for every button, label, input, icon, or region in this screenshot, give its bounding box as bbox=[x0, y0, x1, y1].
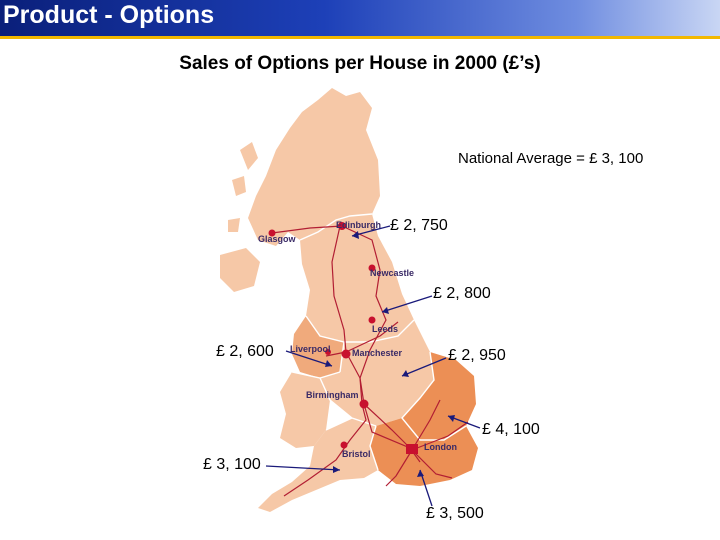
region-wales bbox=[280, 372, 330, 448]
value-south-west: £ 3, 100 bbox=[203, 456, 261, 473]
city-bristol: Bristol bbox=[342, 449, 371, 459]
region-south-west bbox=[258, 418, 378, 512]
region-scotland bbox=[248, 88, 380, 246]
leader-lines bbox=[265, 225, 481, 507]
region-east-anglia bbox=[402, 352, 476, 440]
value-south-east: £ 3, 500 bbox=[426, 505, 484, 522]
region-midlands bbox=[320, 320, 434, 426]
leader-arrowheads bbox=[325, 231, 455, 477]
value-north-east: £ 2, 800 bbox=[433, 285, 491, 302]
city-leeds: Leeds bbox=[372, 324, 398, 334]
road-network bbox=[271, 225, 469, 497]
city-edinburgh: Edinburgh bbox=[336, 220, 381, 230]
region-north-west bbox=[292, 316, 344, 378]
page-title: Product - Options bbox=[3, 1, 215, 29]
region-islands bbox=[228, 142, 258, 232]
header-bar bbox=[0, 0, 720, 36]
national-average-label: National Average = £ 3, 100 bbox=[458, 150, 644, 167]
value-north-west: £ 2, 600 bbox=[216, 343, 274, 360]
city-markers bbox=[268, 222, 418, 454]
city-glasgow: Glasgow bbox=[258, 234, 297, 244]
value-scotland: £ 2, 750 bbox=[390, 217, 448, 234]
value-east-anglia: £ 4, 100 bbox=[482, 421, 540, 438]
city-newcastle: Newcastle bbox=[370, 268, 414, 278]
city-london: London bbox=[424, 442, 457, 452]
city-birmingham: Birmingham bbox=[306, 390, 359, 400]
value-midlands: £ 2, 950 bbox=[448, 347, 506, 364]
header-divider bbox=[0, 36, 720, 39]
region-northern-ireland bbox=[220, 248, 260, 292]
city-manchester: Manchester bbox=[352, 348, 403, 358]
map-subtitle: Sales of Options per House in 2000 (£’s) bbox=[179, 53, 541, 74]
city-liverpool: Liverpool bbox=[290, 344, 331, 354]
